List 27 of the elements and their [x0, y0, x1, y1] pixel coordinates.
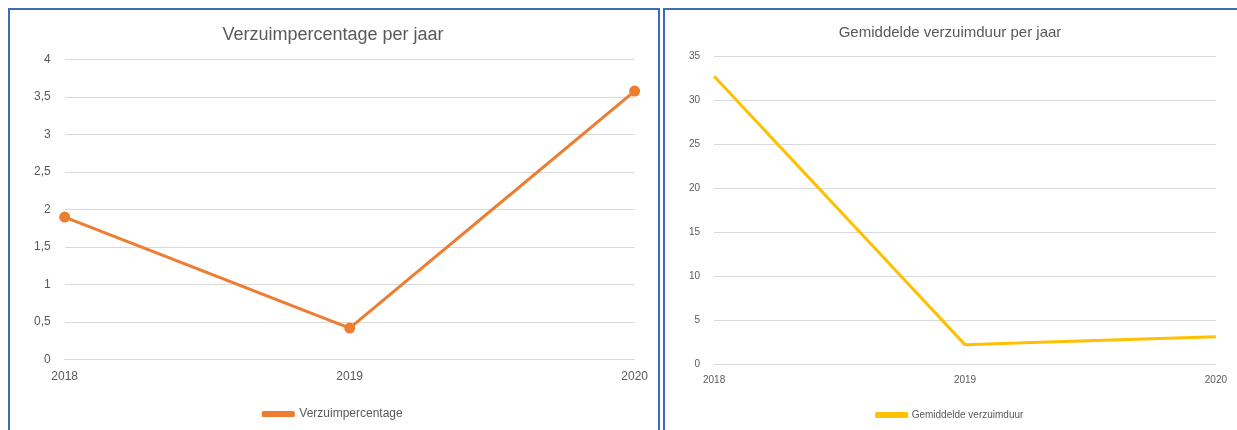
- y-tick-label: 3: [43, 126, 51, 141]
- y-tick-label: 0,5: [33, 314, 51, 329]
- x-tick-label: 2018: [703, 373, 726, 385]
- x-tick-label: 2018: [51, 369, 79, 384]
- y-tick-label: 3,5: [33, 89, 51, 104]
- x-tick-label: 2019: [953, 373, 977, 385]
- legend-label: Gemiddelde verzuimduur: [911, 408, 1025, 420]
- legend-label: Verzuimpercentage: [299, 406, 404, 421]
- y-tick-label: 30: [689, 93, 701, 105]
- y-tick-label: 15: [689, 225, 701, 237]
- y-tick-label: 20: [689, 181, 701, 193]
- y-tick-label: 0: [694, 357, 701, 369]
- chart-title: Verzuimpercentage per jaar: [222, 23, 444, 44]
- y-tick-label: 10: [689, 269, 701, 281]
- y-tick-label: 2,5: [33, 164, 51, 179]
- y-tick-label: 1: [43, 276, 51, 291]
- y-tick-label: 1,5: [33, 239, 51, 254]
- y-tick-label: 35: [689, 49, 701, 61]
- y-tick-label: 5: [694, 313, 701, 325]
- y-tick-label: 0: [43, 351, 51, 366]
- chart-title: Gemiddelde verzuimduur per jaar: [838, 23, 1062, 41]
- y-tick-label: 25: [689, 137, 701, 149]
- y-tick-label: 2: [43, 201, 51, 216]
- y-tick-label: 4: [43, 51, 51, 66]
- x-tick-label: 2020: [621, 369, 649, 384]
- x-tick-label: 2019: [336, 369, 364, 384]
- x-tick-label: 2020: [1204, 373, 1228, 385]
